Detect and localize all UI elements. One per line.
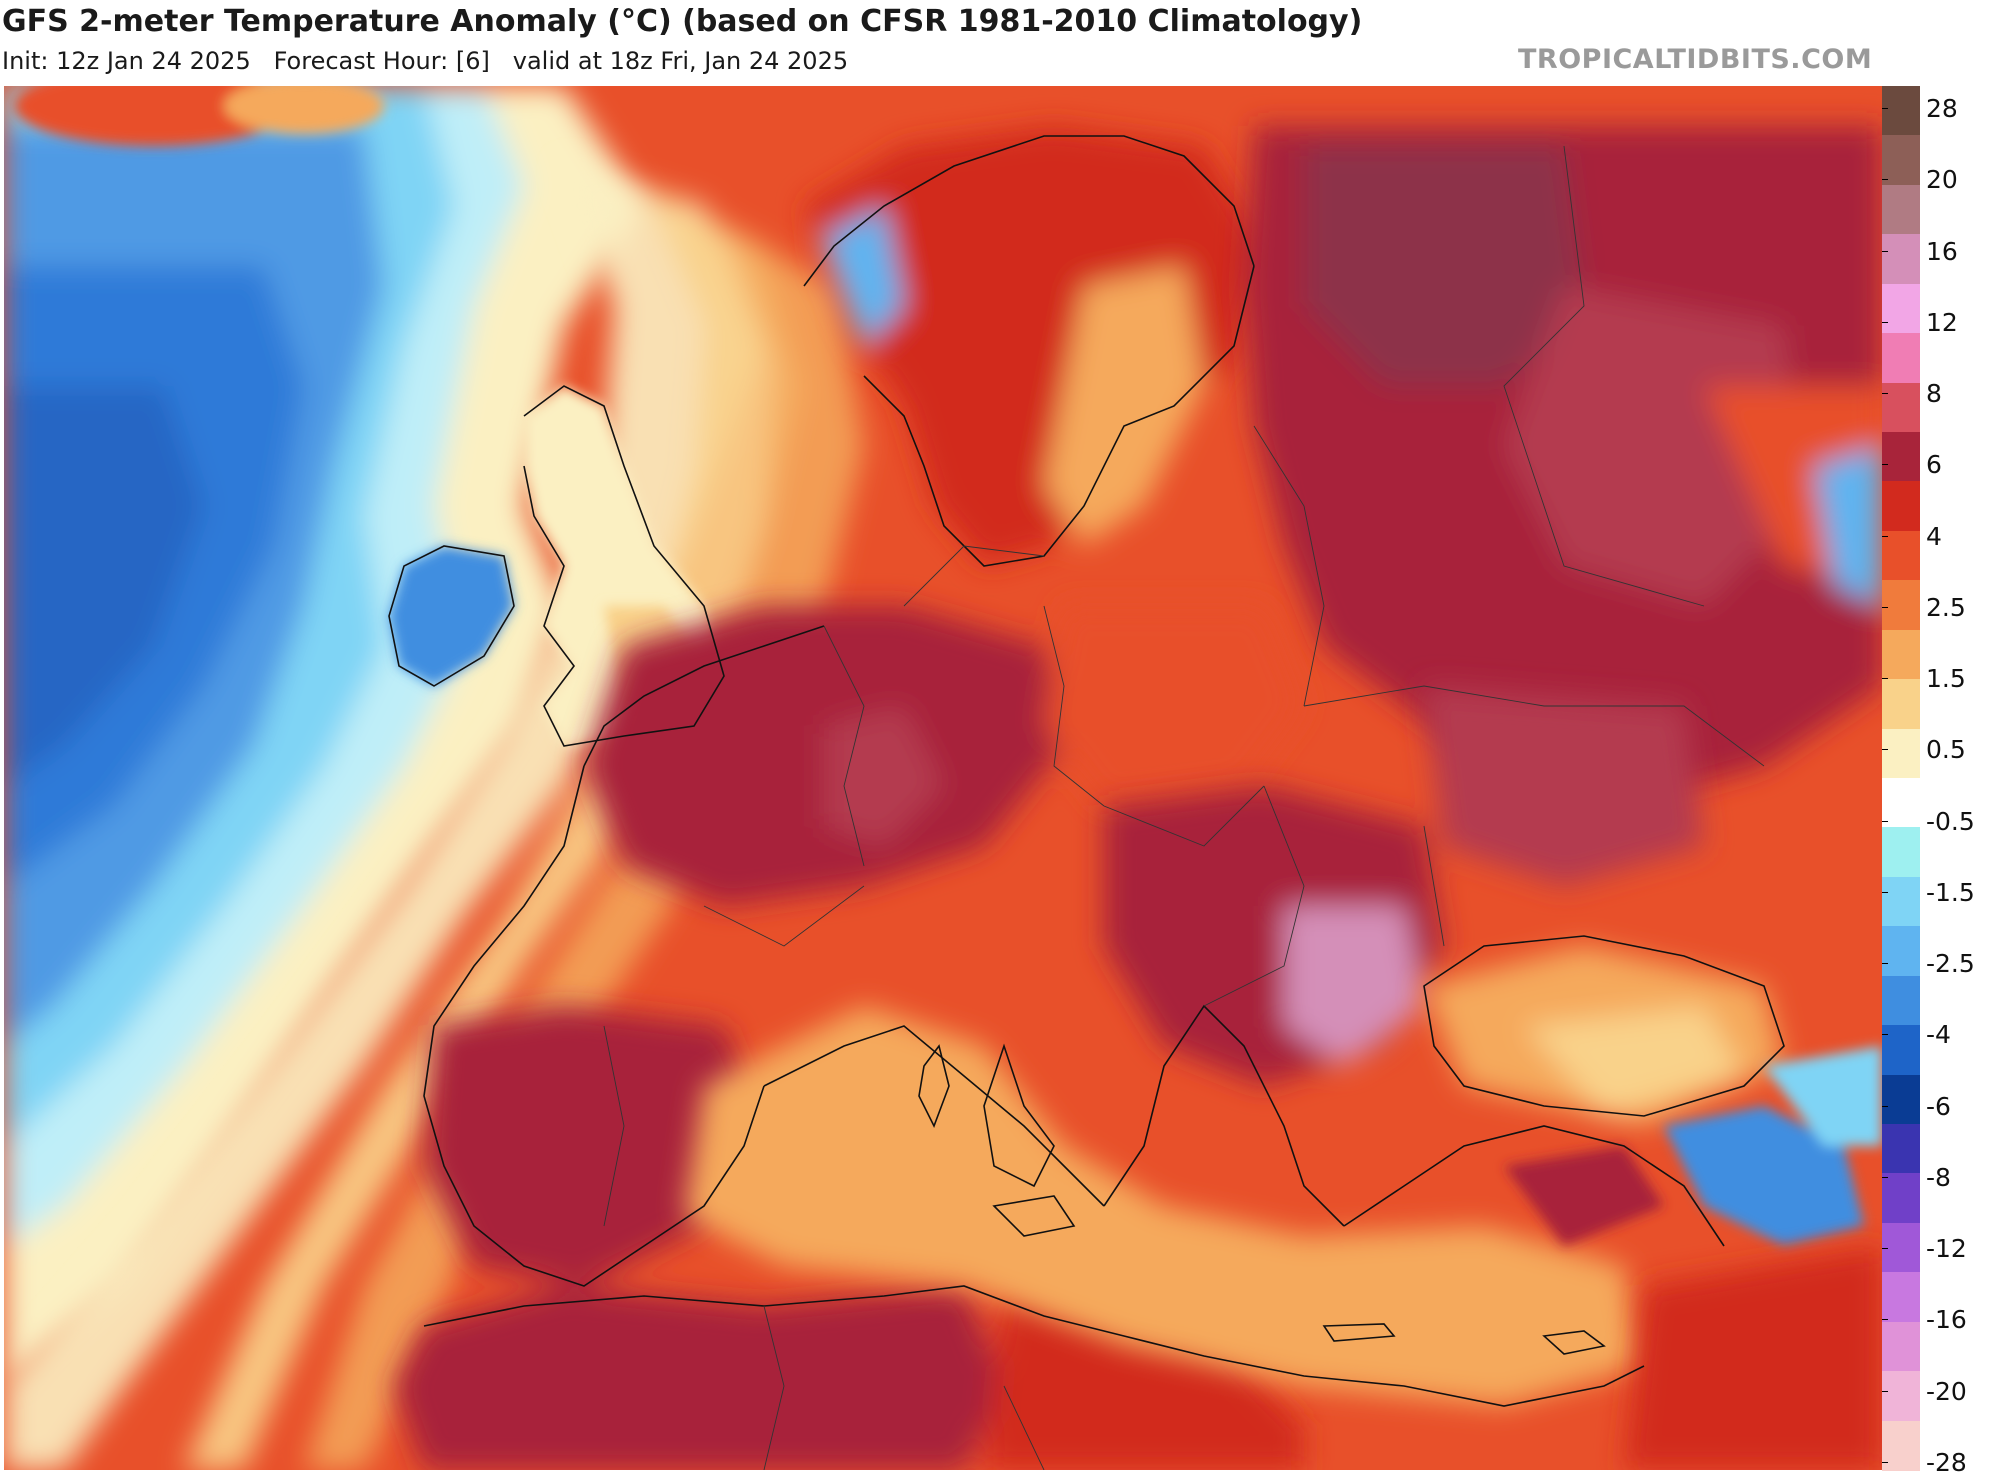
colorbar-label: 16 <box>1926 236 1958 266</box>
colorbar-label: 4 <box>1926 521 1942 551</box>
colorbar-tick <box>1882 1105 1888 1107</box>
colorbar-label: 20 <box>1926 165 1958 195</box>
colorbar-tick <box>1882 1390 1888 1392</box>
colorbar-label: -6 <box>1926 1091 1951 1121</box>
colorbar-swatch <box>1882 975 1920 1027</box>
temperature-anomaly-map[interactable] <box>4 86 1883 1470</box>
colorbar-swatch <box>1882 382 1920 433</box>
iceland-region <box>14 86 384 146</box>
colorbar-label: 28 <box>1926 94 1958 123</box>
colorbar-tick <box>1882 1176 1888 1178</box>
scandinavia-warm <box>804 126 1264 566</box>
colorbar-tick <box>1882 321 1888 323</box>
colorbar-swatch <box>1882 530 1920 582</box>
colorbar-label: -28 <box>1926 1448 1967 1477</box>
colorbar-tick <box>1882 678 1888 680</box>
country-borders <box>603 145 1765 1470</box>
colorbar-tick <box>1882 1034 1888 1036</box>
colorbar-label: -4 <box>1926 1020 1951 1050</box>
colorbar-tick <box>1882 963 1888 965</box>
colorbar-tick <box>1882 464 1888 466</box>
colorbar-tick <box>1882 749 1888 751</box>
colorbar-label: -2.5 <box>1926 949 1975 979</box>
colorbar-label: 6 <box>1926 450 1942 480</box>
colorbar-label: -1.5 <box>1926 877 1975 907</box>
colorbar-swatch <box>1882 876 1920 928</box>
map-canvas <box>4 86 1882 1470</box>
colorbar-tick <box>1882 891 1888 893</box>
coastlines <box>388 135 1785 1407</box>
balkans-extreme <box>1104 686 1704 1086</box>
colorbar-swatch <box>1882 1321 1920 1373</box>
colorbar-swatch <box>1882 135 1920 186</box>
colorbar-swatch <box>1882 184 1920 236</box>
colorbar-label: 12 <box>1926 307 1958 337</box>
colorbar-swatch <box>1882 926 1920 977</box>
colorbar-label: -20 <box>1926 1376 1967 1406</box>
colorbar-swatch <box>1882 1025 1920 1076</box>
colorbar-label: -12 <box>1926 1234 1967 1264</box>
atlantic-cold-anomaly <box>4 86 644 1386</box>
map-subtitle: Init: 12z Jan 24 2025 Forecast Hour: [6]… <box>2 47 849 75</box>
colorbar-swatch <box>1882 1371 1920 1422</box>
colorbar-swatch <box>1882 679 1920 730</box>
colorbar-tick <box>1882 820 1888 822</box>
brand-watermark[interactable]: TROPICALTIDBITS.COM <box>1518 44 1873 75</box>
colorbar-tick <box>1882 606 1888 608</box>
colorbar-label: -16 <box>1926 1305 1967 1335</box>
colorbar-swatch <box>1882 333 1920 384</box>
colorbar-swatch <box>1882 481 1920 532</box>
colorbar-tick <box>1882 1248 1888 1250</box>
colorbar-label: -0.5 <box>1926 806 1975 836</box>
colorbar-swatch <box>1882 629 1920 681</box>
colorbar-swatch <box>1882 1173 1920 1224</box>
colorbar-swatch <box>1882 728 1920 779</box>
colorbar-swatch <box>1882 580 1920 631</box>
colorbar-swatch <box>1882 432 1920 483</box>
colorbar-tick <box>1882 250 1888 252</box>
colorbar-label: 8 <box>1926 379 1942 409</box>
colorbar-swatch <box>1882 234 1920 285</box>
colorbar-tick <box>1882 108 1888 109</box>
colorbar-tick <box>1882 1319 1888 1321</box>
colorbar-legend: 28 20 16 12 8 6 4 2.5 1.5 0.5 -0.5 -1.5 -2.5 -4 -6 -8 -1… <box>1882 86 1990 1475</box>
colorbar-swatch <box>1882 1124 1920 1175</box>
colorbar-swatch <box>1882 1272 1920 1323</box>
colorbar-tick <box>1882 1462 1888 1463</box>
turkey-cold-spots <box>1504 1046 1882 1246</box>
colorbar-swatch <box>1882 1222 1920 1274</box>
colorbar-swatch <box>1882 1074 1920 1125</box>
colorbar-label: 0.5 <box>1926 735 1966 765</box>
central-europe <box>584 606 1304 906</box>
colorbar-tick <box>1882 393 1888 395</box>
middle-east <box>1624 1246 1882 1470</box>
colorbar-label: 1.5 <box>1926 664 1966 694</box>
iberia-north-africa <box>394 1006 1304 1470</box>
eastern-europe-hot <box>1244 126 1882 806</box>
colorbar-tick <box>1882 179 1888 181</box>
colorbar-swatch <box>1882 778 1920 829</box>
map-title: GFS 2-meter Temperature Anomaly (°C) (ba… <box>2 4 1363 39</box>
colorbar-swatch <box>1882 1420 1920 1471</box>
colorbar-swatch <box>1882 86 1920 137</box>
colorbar-label: -8 <box>1926 1162 1951 1192</box>
colorbar-label: 2.5 <box>1926 592 1966 622</box>
colorbar-swatch <box>1882 283 1920 335</box>
colorbar-tick <box>1882 535 1888 537</box>
colorbar-swatch <box>1882 827 1920 878</box>
